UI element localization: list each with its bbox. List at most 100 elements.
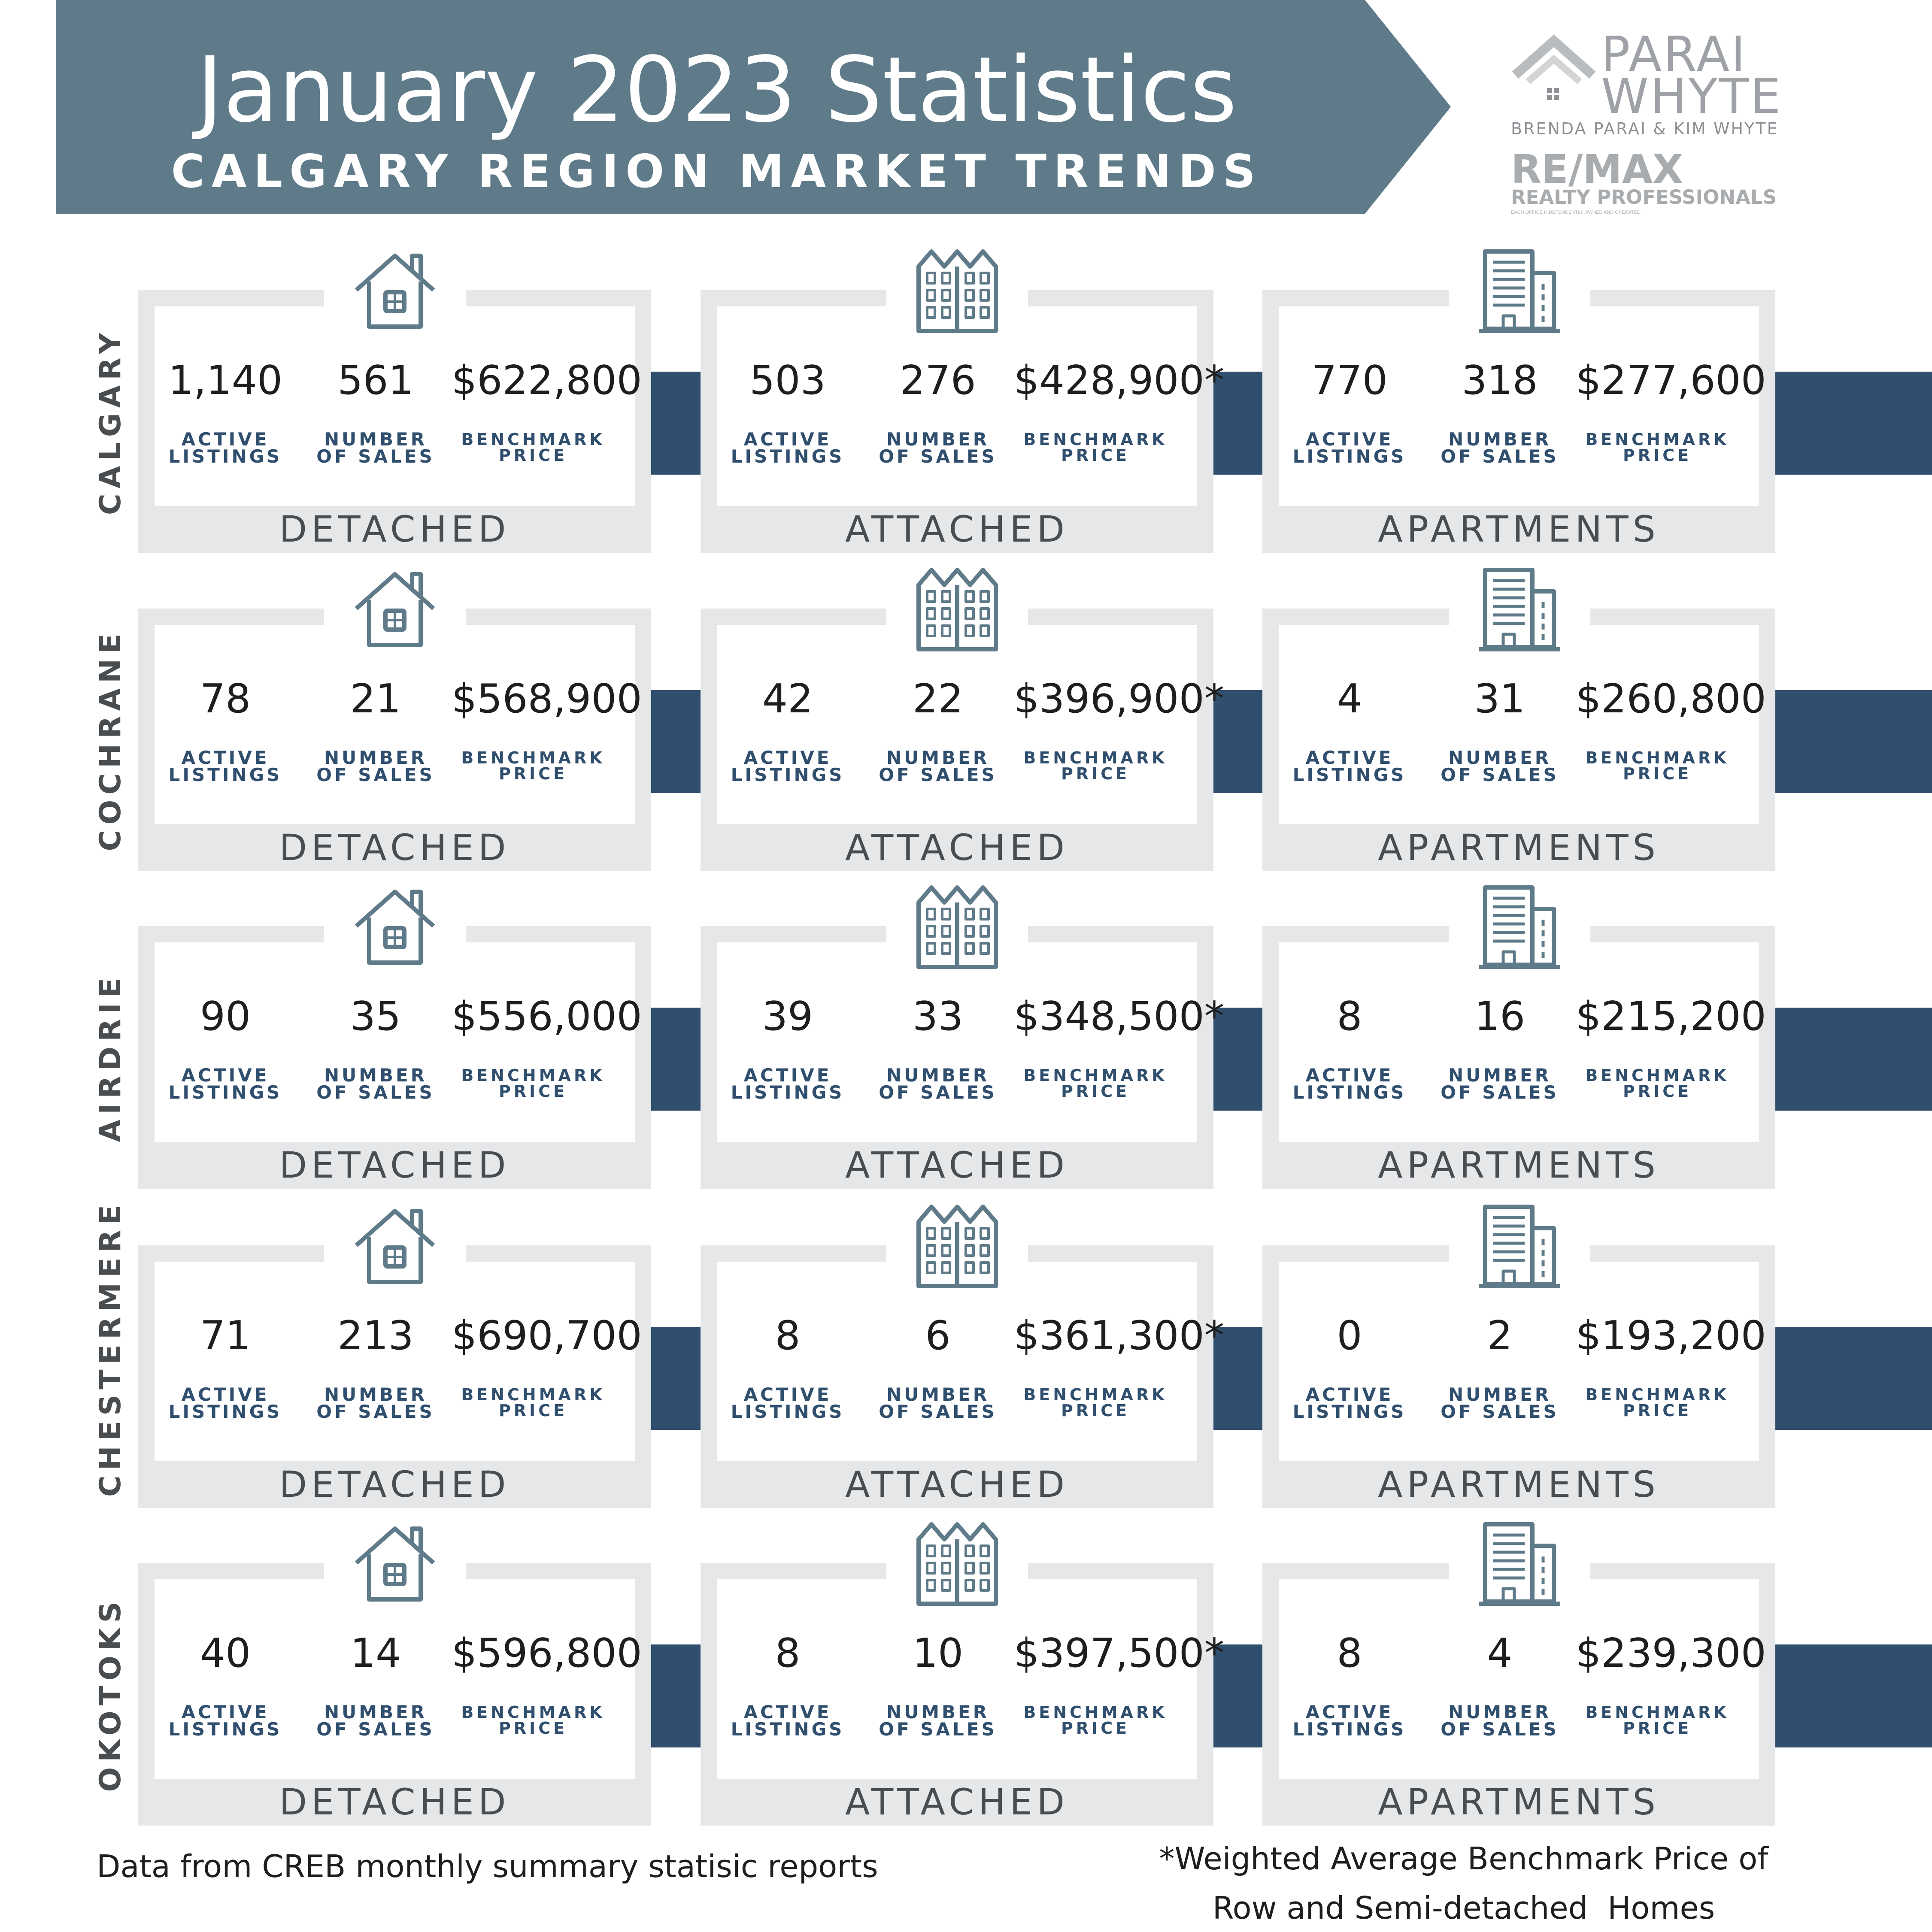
stat-card-panel bbox=[155, 1262, 635, 1461]
page-subtitle: CALGARY REGION MARKET TRENDS bbox=[171, 145, 1263, 198]
asterisk-note-line2: Row and Semi-detached Homes bbox=[1212, 1890, 1715, 1926]
number-of-sales-value: 21 bbox=[350, 675, 401, 722]
number-of-sales-value: 35 bbox=[350, 993, 401, 1039]
apartment-building-icon bbox=[1477, 883, 1562, 969]
category-label: ATTACHED bbox=[845, 1463, 1069, 1505]
stat-card-panel bbox=[155, 625, 635, 824]
category-label: ATTACHED bbox=[845, 1781, 1069, 1823]
number-of-sales-label: NUMBER OF SALES bbox=[1441, 1702, 1559, 1740]
stat-card-panel bbox=[717, 625, 1197, 824]
source-note: Data from CREB monthly summary statisic … bbox=[97, 1848, 878, 1884]
active-listings-label: ACTIVE LISTINGS bbox=[168, 747, 282, 785]
category-label: ATTACHED bbox=[845, 827, 1069, 869]
house-icon bbox=[352, 247, 438, 333]
category-label: APARTMENTS bbox=[1378, 1144, 1660, 1186]
connector-bar bbox=[1774, 1644, 1932, 1747]
category-label: APARTMENTS bbox=[1378, 1463, 1660, 1505]
benchmark-price-label: BENCHMARK PRICE bbox=[1585, 1703, 1729, 1738]
apartment-building-icon bbox=[1477, 1202, 1562, 1288]
stat-card-attached: 39 ACTIVE LISTINGS 33 NUMBER OF SALES $348,5… bbox=[701, 926, 1225, 1189]
stat-card-apartments: 8 ACTIVE LISTINGS 16 NUMBER OF SALES $215,20… bbox=[1262, 926, 1775, 1189]
stat-card-detached: 90 ACTIVE LISTINGS 35 NUMBER OF SALES $556,0… bbox=[138, 926, 651, 1189]
benchmark-price-value: $568,900 bbox=[452, 675, 642, 722]
stat-card-attached: 8 ACTIVE LISTINGS 6 NUMBER OF SALES $361,300… bbox=[701, 1245, 1224, 1508]
number-of-sales-label: NUMBER OF SALES bbox=[316, 747, 435, 785]
connector-bar bbox=[1211, 372, 1263, 475]
category-label: DETACHED bbox=[279, 1463, 510, 1505]
active-listings-label: ACTIVE LISTINGS bbox=[1292, 1384, 1407, 1422]
stat-card-panel bbox=[155, 942, 635, 1142]
active-listings-label: ACTIVE LISTINGS bbox=[731, 429, 845, 467]
active-listings-value: 503 bbox=[749, 357, 826, 403]
stat-card-panel bbox=[717, 1262, 1197, 1461]
benchmark-price-label: BENCHMARK PRICE bbox=[1023, 430, 1168, 465]
active-listings-value: 39 bbox=[762, 993, 813, 1039]
stat-card-panel bbox=[717, 306, 1197, 506]
icon-gap bbox=[1449, 1245, 1590, 1266]
active-listings-value: 42 bbox=[762, 675, 813, 722]
number-of-sales-label: NUMBER OF SALES bbox=[1441, 1384, 1559, 1422]
number-of-sales-value: 276 bbox=[900, 357, 976, 403]
header-banner bbox=[56, 0, 1451, 214]
logo-agents: BRENDA PARAI & KIM WHYTE bbox=[1511, 119, 1779, 138]
number-of-sales-value: 22 bbox=[912, 675, 964, 722]
stat-card-panel bbox=[1279, 306, 1759, 506]
connector-bar bbox=[1774, 1327, 1932, 1430]
benchmark-price-value: $397,500* bbox=[1014, 1630, 1225, 1676]
benchmark-price-label: BENCHMARK PRICE bbox=[1585, 1066, 1729, 1101]
region-label: AIRDRIE bbox=[94, 972, 127, 1142]
benchmark-price-label: BENCHMARK PRICE bbox=[1585, 1385, 1729, 1420]
active-listings-value: 40 bbox=[200, 1630, 251, 1676]
stat-card-apartments: 0 ACTIVE LISTINGS 2 NUMBER OF SALES $193,200… bbox=[1262, 1245, 1775, 1508]
house-icon bbox=[352, 566, 438, 651]
benchmark-price-label: BENCHMARK PRICE bbox=[461, 430, 605, 465]
stat-card-apartments: 4 ACTIVE LISTINGS 31 NUMBER OF SALES $260,80… bbox=[1262, 609, 1775, 871]
region-label: CALGARY bbox=[94, 327, 127, 515]
logo-name-parai: PARAI bbox=[1601, 27, 1747, 82]
benchmark-price-label: BENCHMARK PRICE bbox=[461, 1703, 605, 1738]
townhouse-icon bbox=[914, 1520, 1000, 1606]
stat-card-attached: 8 ACTIVE LISTINGS 10 NUMBER OF SALES $397,50… bbox=[701, 1563, 1225, 1826]
benchmark-price-label: BENCHMARK PRICE bbox=[1585, 748, 1729, 783]
connector-bar bbox=[1774, 1008, 1932, 1111]
category-label: DETACHED bbox=[279, 508, 510, 550]
house-icon bbox=[352, 883, 438, 969]
logo-name-whyte: WHYTE bbox=[1601, 69, 1783, 124]
stat-card-detached: 40 ACTIVE LISTINGS 14 NUMBER OF SALES $596,8… bbox=[138, 1563, 651, 1826]
benchmark-price-label: BENCHMARK PRICE bbox=[1023, 748, 1168, 783]
number-of-sales-value: 213 bbox=[337, 1312, 414, 1359]
region-label: OKOTOKS bbox=[94, 1596, 127, 1792]
stat-card-detached: 78 ACTIVE LISTINGS 21 NUMBER OF SALES $568,9… bbox=[138, 609, 651, 871]
category-label: DETACHED bbox=[279, 827, 510, 869]
number-of-sales-label: NUMBER OF SALES bbox=[879, 429, 997, 467]
number-of-sales-value: 14 bbox=[350, 1630, 401, 1676]
active-listings-label: ACTIVE LISTINGS bbox=[168, 429, 282, 467]
category-label: DETACHED bbox=[279, 1144, 510, 1186]
active-listings-label: ACTIVE LISTINGS bbox=[731, 1384, 845, 1422]
house-logo-icon bbox=[1512, 34, 1596, 100]
townhouse-icon bbox=[914, 247, 1000, 333]
active-listings-value: 78 bbox=[200, 675, 251, 722]
stat-card-panel bbox=[155, 306, 635, 506]
number-of-sales-label: NUMBER OF SALES bbox=[1441, 747, 1559, 785]
stat-card-detached: 1,140 ACTIVE LISTINGS 561 NUMBER OF SALES $6… bbox=[138, 290, 651, 553]
benchmark-price-label: BENCHMARK PRICE bbox=[461, 1385, 605, 1420]
connector-bar bbox=[1211, 1008, 1263, 1111]
active-listings-value: 770 bbox=[1311, 357, 1388, 403]
number-of-sales-label: NUMBER OF SALES bbox=[879, 1702, 997, 1740]
benchmark-price-value: $348,500* bbox=[1014, 993, 1225, 1039]
benchmark-price-label: BENCHMARK PRICE bbox=[1023, 1385, 1168, 1420]
asterisk-note-line1: *Weighted Average Benchmark Price of bbox=[1159, 1841, 1768, 1877]
benchmark-price-label: BENCHMARK PRICE bbox=[1023, 1066, 1168, 1101]
active-listings-label: ACTIVE LISTINGS bbox=[168, 1702, 282, 1740]
number-of-sales-value: 6 bbox=[925, 1312, 951, 1359]
number-of-sales-value: 31 bbox=[1474, 675, 1526, 722]
page-title: January 2023 Statistics bbox=[196, 37, 1237, 142]
benchmark-price-label: BENCHMARK PRICE bbox=[1023, 1703, 1168, 1738]
active-listings-value: 71 bbox=[200, 1312, 251, 1359]
region-label: COCHRANE bbox=[94, 628, 127, 851]
connector-bar bbox=[1211, 1644, 1263, 1747]
benchmark-price-label: BENCHMARK PRICE bbox=[1585, 430, 1729, 465]
icon-gap bbox=[1449, 290, 1590, 311]
stat-card-panel bbox=[717, 942, 1197, 1142]
